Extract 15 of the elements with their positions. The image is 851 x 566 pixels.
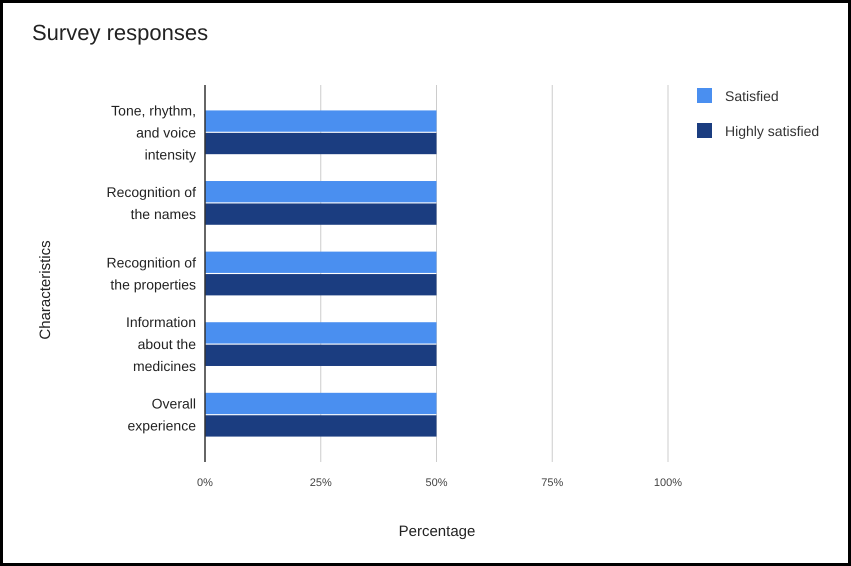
y-axis-title: Characteristics [37, 240, 54, 340]
x-tick-label: 0% [197, 477, 214, 489]
x-tick-label: 50% [425, 477, 448, 489]
chart-title: Survey responses [32, 20, 208, 45]
legend-label: Satisfied [725, 88, 779, 104]
y-tick-label: Recognition of the names [106, 184, 196, 222]
y-tick-label: Information about the medicines [126, 314, 196, 374]
x-tick-label: 75% [541, 477, 564, 489]
x-tick-label: 25% [310, 477, 332, 489]
y-tick-label: Tone, rhythm, and voice intensity [111, 102, 196, 162]
y-tick-label: Overall experience [128, 396, 196, 434]
x-tick-label: 100% [654, 477, 682, 489]
y-tick-label: Recognition of the properties [106, 254, 196, 292]
x-axis-title: Percentage [398, 523, 476, 540]
legend-label: Highly satisfied [725, 123, 820, 139]
